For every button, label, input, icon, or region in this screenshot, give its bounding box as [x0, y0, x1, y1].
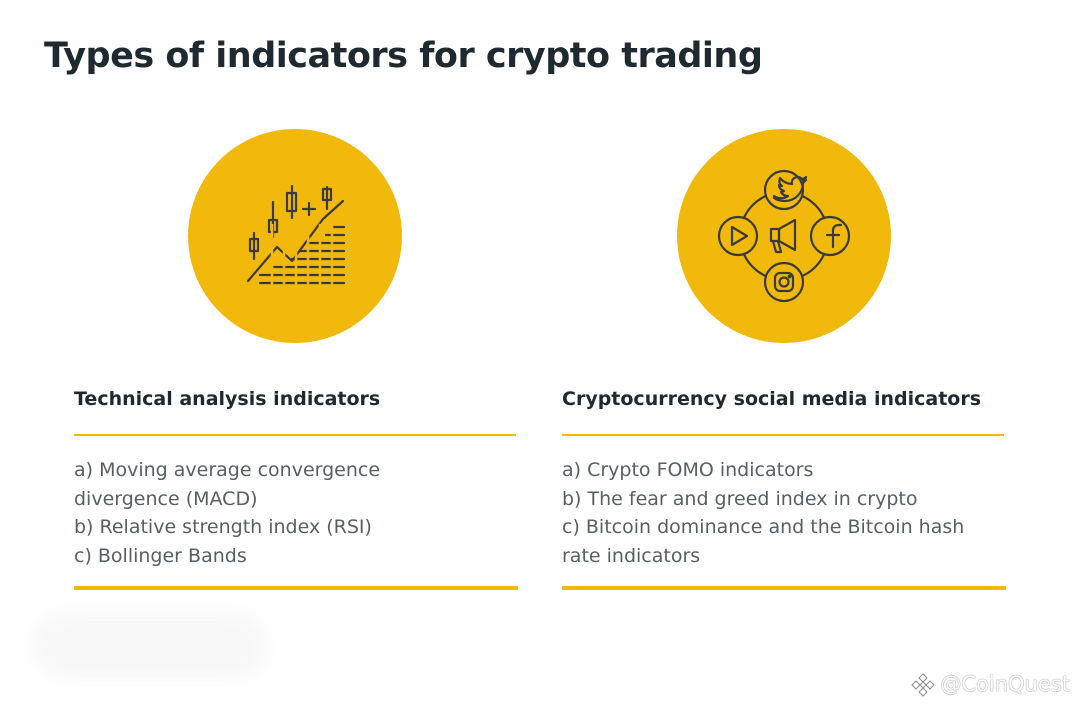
social-media-illustration: [677, 129, 891, 343]
list-item: a) Crypto FOMO indicators: [562, 459, 814, 481]
candlestick-chart-icon: [246, 184, 346, 289]
megaphone-icon: [769, 218, 797, 254]
divider: [562, 434, 1004, 436]
instagram-icon: [773, 271, 795, 293]
indicator-list: a) Crypto FOMO indicators b) The fear an…: [562, 456, 964, 570]
page-title: Types of indicators for crypto trading: [44, 36, 763, 76]
list-item: b) Relative strength index (RSI): [74, 516, 372, 538]
list-item: c) Bitcoin dominance and the Bitcoin has…: [562, 516, 965, 538]
twitter-icon: [772, 175, 808, 203]
watermark: @CoinQuest: [910, 671, 1070, 697]
column-heading: Cryptocurrency social media indicators: [562, 388, 982, 410]
social-media-megaphone-icon: [717, 169, 851, 303]
social-media-column: Cryptocurrency social media indicators a…: [562, 386, 1006, 590]
technical-analysis-illustration: [188, 129, 402, 343]
divider: [74, 434, 516, 436]
bottom-divider: [74, 586, 518, 590]
faded-background-shape: [30, 610, 270, 680]
list-item: b) The fear and greed index in crypto: [562, 487, 918, 510]
bottom-divider: [562, 586, 1006, 590]
technical-analysis-column: Technical analysis indicators a) Moving …: [74, 386, 518, 590]
column-heading: Technical analysis indicators: [74, 388, 381, 410]
indicator-list: a) Moving average convergence divergence…: [74, 456, 380, 570]
diamond-logo-icon: [911, 673, 936, 697]
list-item: a) Moving average convergence: [74, 459, 381, 481]
list-item: divergence (MACD): [74, 487, 258, 510]
list-item: rate indicators: [562, 544, 701, 567]
facebook-icon: [825, 223, 843, 249]
video-play-icon: [730, 225, 749, 247]
list-item: c) Bollinger Bands: [74, 544, 247, 567]
watermark-text: @CoinQuest: [940, 672, 1070, 696]
